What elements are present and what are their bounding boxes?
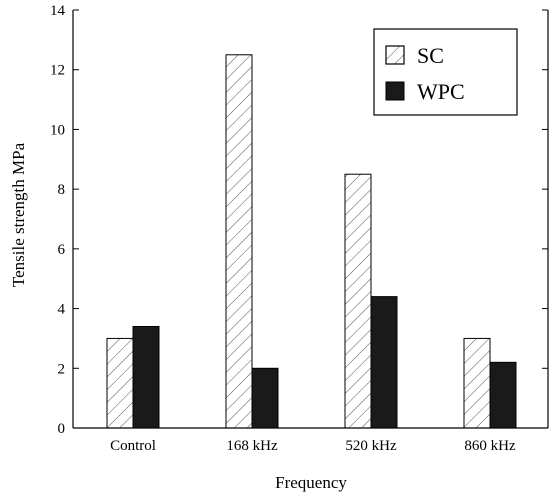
y-tick-label: 2 [58, 361, 66, 377]
legend-box [373, 28, 518, 116]
y-axis-title: Tensile strength MPa [9, 142, 28, 287]
legend-swatch-sc [385, 45, 405, 65]
x-tick-label: Control [110, 438, 156, 454]
y-tick-label: 8 [58, 182, 66, 198]
y-tick-label: 4 [58, 302, 66, 318]
bar-wpc-520-khz [370, 296, 398, 429]
bar-wpc-168-khz [251, 367, 279, 429]
y-tick-label: 0 [58, 421, 66, 437]
bar-sc-168-khz [225, 54, 253, 429]
legend-swatch-wpc [385, 81, 405, 101]
legend-label-sc: SC [417, 43, 444, 68]
bar-sc-860-khz [463, 337, 491, 429]
bar-wpc-control [132, 325, 160, 429]
x-tick-label: 520 kHz [345, 438, 397, 454]
legend: SC WPC [373, 28, 518, 116]
y-tick-label: 6 [58, 242, 66, 258]
y-tick-label: 10 [50, 122, 65, 138]
y-tick-label: 12 [50, 63, 65, 79]
x-tick-label: 860 kHz [464, 438, 516, 454]
bar-sc-control [106, 337, 134, 429]
bar-wpc-860-khz [489, 361, 517, 429]
y-tick-label: 14 [50, 3, 66, 19]
x-axis-title: Frequency [275, 473, 347, 492]
legend-label-wpc: WPC [417, 79, 465, 104]
bar-sc-520-khz [344, 173, 372, 429]
x-tick-label: 168 kHz [226, 438, 278, 454]
